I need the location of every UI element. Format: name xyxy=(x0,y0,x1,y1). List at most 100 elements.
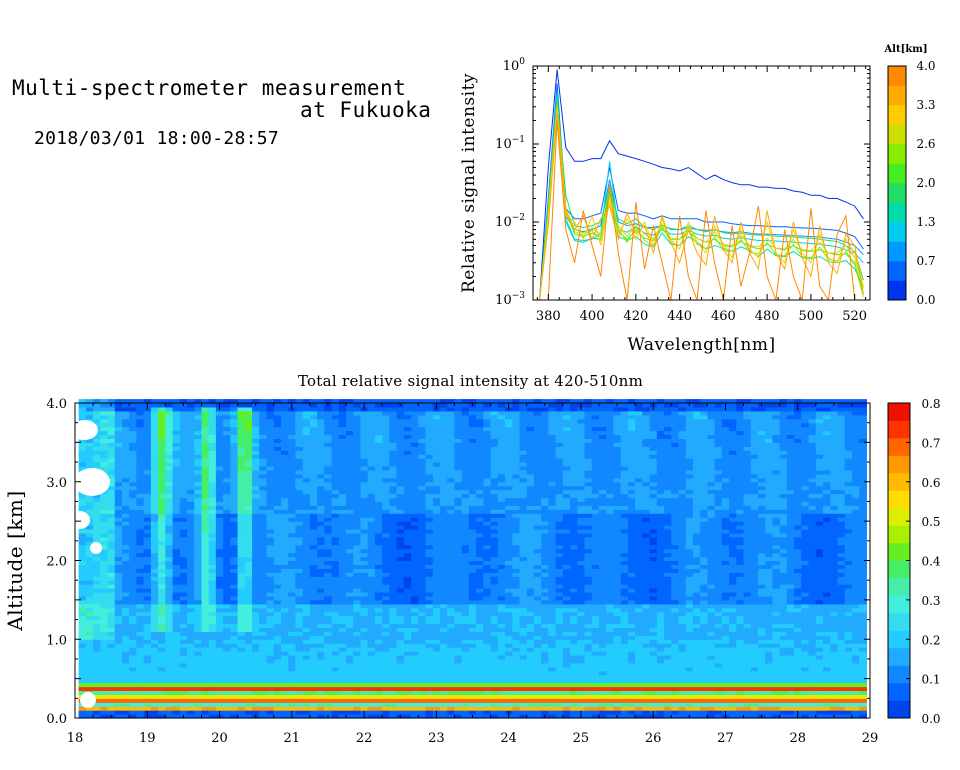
heatmap-cell xyxy=(483,627,492,632)
heatmap-cell xyxy=(281,655,289,660)
heatmap-cell xyxy=(143,592,152,597)
heatmap-cell xyxy=(187,694,195,699)
heatmap-cell xyxy=(317,706,325,711)
heatmap-cell xyxy=(418,418,427,424)
heatmap-cell xyxy=(425,532,434,538)
heatmap-cell xyxy=(476,595,484,601)
heatmap-cell xyxy=(114,536,123,542)
heatmap-cell xyxy=(367,706,376,711)
heatmap-cell xyxy=(367,682,376,688)
heatmap-cell xyxy=(324,599,333,605)
heatmap-cell xyxy=(85,635,94,640)
heatmap-cell xyxy=(78,454,87,459)
heatmap-cell xyxy=(295,481,304,487)
heatmap-cell xyxy=(403,572,412,577)
heatmap-cell xyxy=(85,406,94,412)
heatmap-cell xyxy=(201,552,210,558)
heatmap-cell xyxy=(136,525,145,530)
heatmap-cell xyxy=(244,694,253,699)
heatmap-cell xyxy=(136,430,145,436)
heatmap-cell xyxy=(396,466,405,471)
heatmap-cell xyxy=(490,481,499,487)
heatmap-cell xyxy=(505,686,513,691)
heatmap-cell xyxy=(273,651,282,656)
heatmap-cell xyxy=(107,540,116,546)
heatmap-cell xyxy=(259,497,268,502)
heatmap-cell xyxy=(353,532,362,538)
heatmap-cell xyxy=(483,682,492,688)
heatmap-cell xyxy=(309,430,318,436)
heatmap-cell xyxy=(389,469,398,475)
heatmap-cell xyxy=(309,572,318,577)
heatmap-cell xyxy=(281,706,289,711)
heatmap-cell xyxy=(432,497,441,502)
heatmap-cell xyxy=(425,607,434,613)
heatmap-cell xyxy=(78,529,87,534)
heatmap-cell xyxy=(273,603,282,609)
spectrum-series-4 xyxy=(539,96,864,300)
heatmap-cell xyxy=(360,592,369,597)
heatmap-cell xyxy=(78,674,87,680)
heatmap-cell xyxy=(425,647,434,652)
heatmap-cell xyxy=(425,639,434,644)
heatmap-cell xyxy=(440,651,448,656)
heatmap-cell xyxy=(129,532,137,538)
heatmap-cell xyxy=(165,619,174,625)
heatmap-cell xyxy=(411,639,419,644)
heatmap-cell xyxy=(273,438,282,443)
heatmap-cell xyxy=(418,682,427,688)
heatmap-cell xyxy=(295,529,304,534)
heatmap-cell xyxy=(288,694,296,699)
heatmap-cell xyxy=(324,647,333,652)
heatmap-cell xyxy=(382,666,390,672)
heatmap-cell xyxy=(418,505,427,510)
heatmap-cell xyxy=(374,595,383,601)
heatmap-cell xyxy=(454,694,463,699)
heatmap-cell xyxy=(215,615,224,621)
heatmap-cell xyxy=(107,631,116,636)
heatmap-cell xyxy=(353,552,362,558)
figure-title-line2: at Fukuoka xyxy=(300,98,432,122)
heatmap-cell xyxy=(353,631,362,636)
heatmap-cell xyxy=(425,454,434,459)
heatmap-cell xyxy=(100,607,109,613)
heatmap-cell xyxy=(461,422,470,428)
heatmap-cell xyxy=(353,666,362,672)
heatmap-cell xyxy=(78,501,87,506)
heatmap-cell xyxy=(273,410,282,416)
heatmap-cell xyxy=(382,536,390,542)
heatmap-cell xyxy=(78,635,87,640)
heatmap-cell xyxy=(158,690,166,695)
heatmap-cell xyxy=(476,446,484,451)
heatmap-cell xyxy=(179,698,188,703)
heatmap-cell xyxy=(230,438,239,443)
heatmap-cell xyxy=(158,552,166,558)
heatmap-cell xyxy=(194,410,203,416)
heatmap-cell xyxy=(425,698,434,703)
heatmap-cell xyxy=(158,438,166,443)
heatmap-cell xyxy=(252,655,260,660)
heatmap-cell xyxy=(497,603,506,609)
heatmap-cell xyxy=(403,469,412,475)
heatmap-cell xyxy=(476,422,484,428)
heatmap-cell xyxy=(179,509,188,514)
heatmap-cell xyxy=(411,584,419,589)
heatmap-cell xyxy=(114,446,123,451)
heatmap-cell xyxy=(93,714,101,719)
heatmap-cell xyxy=(309,532,318,538)
heatmap-cell xyxy=(201,658,210,664)
heatmap-cell xyxy=(201,584,210,589)
heatmap-cell xyxy=(382,548,390,554)
heatmap-cell xyxy=(425,446,434,451)
heatmap-cell xyxy=(396,643,405,648)
heatmap-cell xyxy=(252,639,260,644)
heatmap-cell xyxy=(432,462,441,467)
heatmap-cell xyxy=(425,706,434,711)
heatmap-cell xyxy=(107,580,116,585)
heatmap-cell xyxy=(490,576,499,581)
heatmap-cell xyxy=(158,403,166,408)
heatmap-cell xyxy=(259,678,268,684)
heatmap-cell xyxy=(461,706,470,711)
heatmap-cell xyxy=(215,588,224,593)
heatmap-cell xyxy=(259,556,268,562)
